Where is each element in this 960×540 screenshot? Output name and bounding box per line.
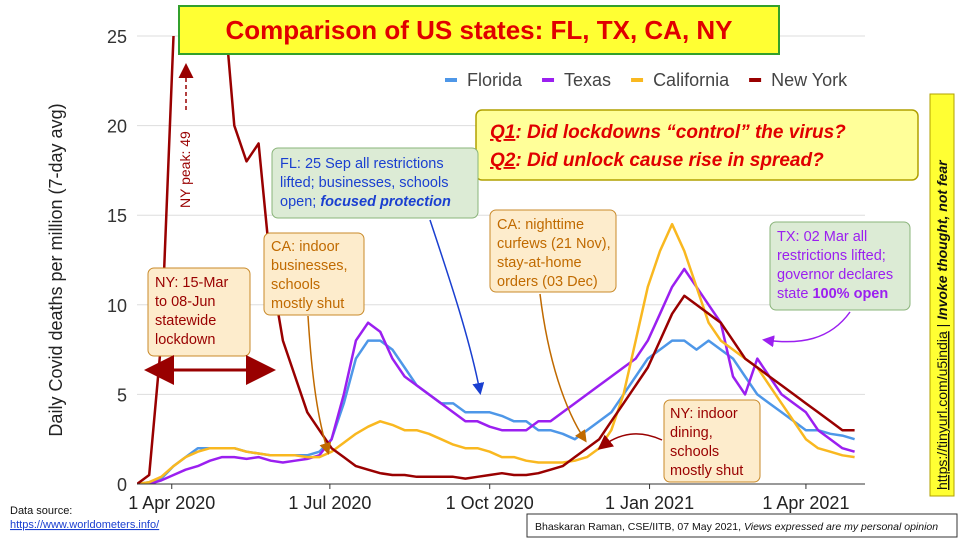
annotation-line: FL: 25 Sep all restrictions [280,156,444,172]
chart-title: Comparison of US states: FL, TX, CA, NY [225,15,732,45]
annotation-line: mostly shut [670,463,743,479]
y-tick-label: 20 [107,117,127,137]
ny-peak-label: NY peak: 49 [177,131,193,208]
annotation-line: governor declares [777,267,893,283]
annotation-line: CA: indoor [271,239,340,255]
credit-note: Views expressed are my personal opinion [744,521,938,533]
annotation: NY: indoor dining, schools mostly shut [670,406,743,479]
annotation-box [489,209,617,293]
side-slogan: Invoke thought, not fear [934,159,950,320]
annotation-line: TX: 02 Mar all [777,229,867,245]
annotation-line: mostly shut [271,296,344,312]
q-label: Q1 [490,122,515,143]
annotation-line: NY: 15-Mar [155,275,228,291]
annotation-box [263,232,365,316]
legend-label: Texas [564,70,611,90]
series-line [137,267,855,484]
annotation-line: restrictions lifted; [777,248,886,264]
x-tick-label: 1 Apr 2020 [128,493,215,513]
annotation: FL: 25 Sep all restrictions lifted; busi… [280,156,452,210]
annotation-box [663,399,761,483]
plot-area [137,36,855,484]
source-link[interactable]: https://www.worldometers.info/ [10,519,160,531]
annotation-arrow [429,219,485,395]
annotation-line: schools [670,444,719,460]
y-tick-label: 0 [117,475,127,495]
questions-box [475,109,919,181]
x-tick-label: 1 Jan 2021 [605,493,694,513]
annotation-line: to 08-Jun [155,294,215,310]
annotation-line: businesses, [271,258,348,274]
source-label: Data source: [10,505,72,517]
side-note: https://tinyurl.com/u5india | Invoke tho… [934,159,950,490]
side-link[interactable]: https://tinyurl.com/u5india [934,331,950,490]
annotation-arrow [597,433,663,450]
annotation-line: stay-at-home [497,255,582,271]
annotation-line: lifted; businesses, schools [280,175,448,191]
y-tick-label: 15 [107,206,127,226]
credit-box [526,513,958,538]
x-tick-label: 1 Oct 2020 [446,493,534,513]
annotation-emphasis: focused protection [320,194,451,210]
credit: Bhaskaran Raman, CSE/IITB, 07 May 2021, … [535,521,938,533]
y-tick-label: 25 [107,27,127,47]
annotation: NY: 15-Mar to 08-Jun statewide lockdown [155,275,232,348]
legend-label: New York [771,70,848,90]
legend: Florida Texas California New York [445,70,848,90]
annotation-arrow [307,315,332,455]
annotation-emphasis: 100% open [812,286,888,302]
annotation-line: lockdown [155,332,215,348]
series-line [137,222,855,484]
annotation-arrow [539,293,587,443]
annotation-line: statewide [155,313,216,329]
axes: 0 5 10 15 20 25 1 Apr 2020 1 Jul 2020 1 Oct 2020… [107,27,865,513]
question-1: Q1: Did lockdowns “control” the virus? [490,122,846,143]
side-note-box [929,93,955,497]
series-line [137,36,855,484]
annotation: TX: 02 Mar all restrictions lifted; gove… [777,229,897,302]
annotation-line: curfews (21 Nov), [497,236,611,252]
y-tick-label: 10 [107,296,127,316]
annotation: CA: indoor businesses, schools mostly sh… [271,239,352,312]
credit-text: Bhaskaran Raman, CSE/IITB, 07 May 2021, [535,521,744,533]
question-2: Q2: Did unlock cause rise in spread? [490,150,824,171]
x-tick-label: 1 Apr 2021 [762,493,849,513]
legend-label: Florida [467,70,523,90]
legend-label: California [653,70,730,90]
annotation: CA: nighttime curfews (21 Nov), stay-at-… [497,217,615,290]
side-sep: | [934,320,950,331]
annotation-arrow [762,311,851,348]
annotation-line: schools [271,277,320,293]
q-text: : Did lockdowns “control” the virus? [515,122,846,143]
annotation-line: state [777,286,812,302]
annotation-line: orders (03 Dec) [497,274,598,290]
q-text: : Did unlock cause rise in spread? [515,150,824,171]
annotation-line: NY: indoor [670,406,738,422]
y-tick-label: 5 [117,385,127,405]
annotation-box [271,147,479,219]
x-tick-label: 1 Jul 2020 [288,493,371,513]
annotation-line: open; [280,194,320,210]
q-label: Q2 [490,150,516,171]
annotation-box [769,221,911,311]
y-axis-label: Daily Covid deaths per million (7-day av… [46,103,66,436]
title-box [178,5,780,55]
annotation-line: dining, [670,425,713,441]
annotation-line: CA: nighttime [497,217,584,233]
